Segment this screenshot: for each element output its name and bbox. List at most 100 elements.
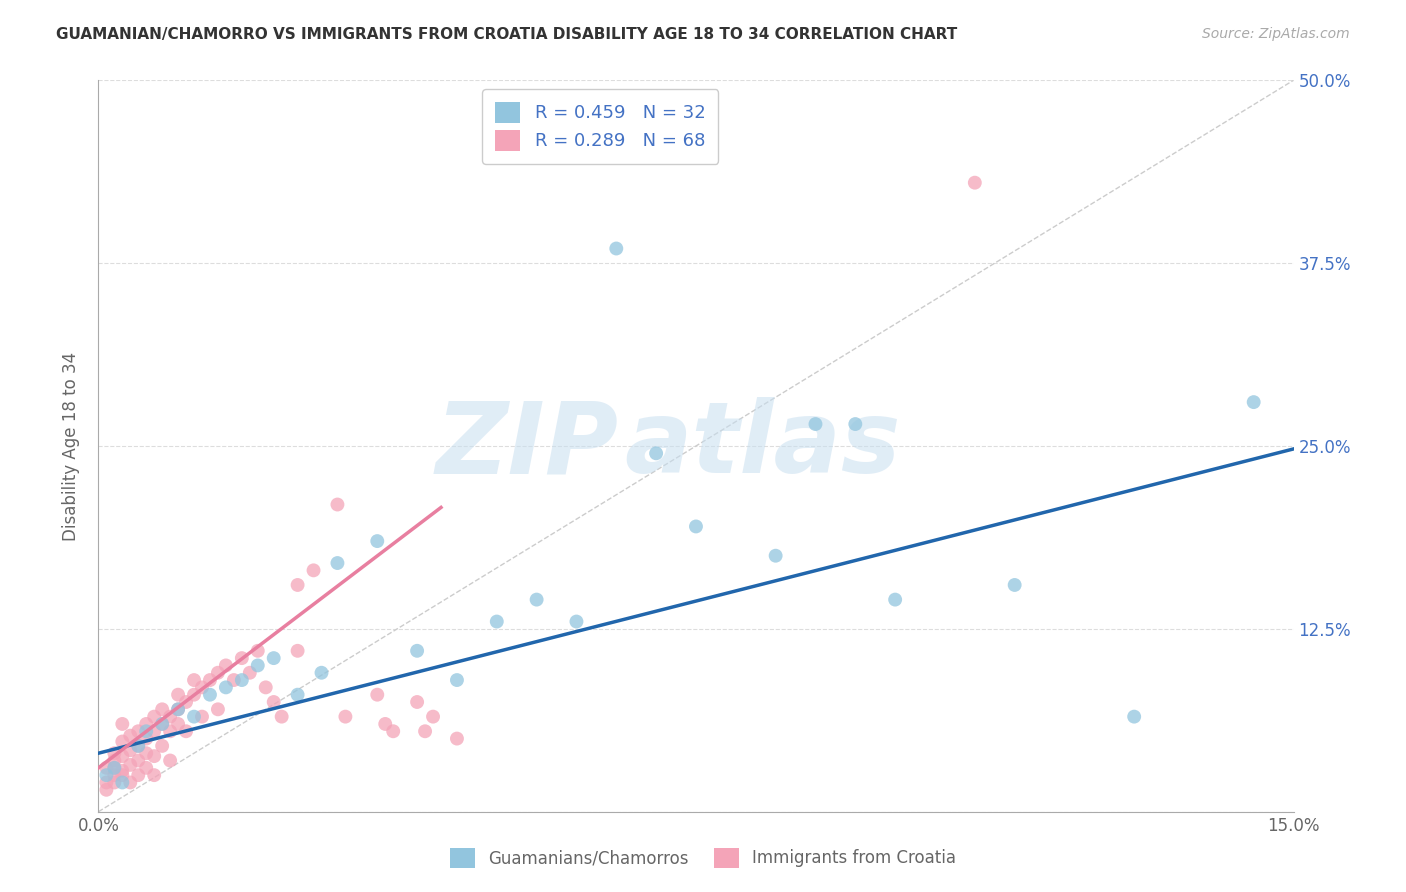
Point — [120, 743, 142, 757]
Point — [103, 768, 125, 782]
Point — [685, 519, 707, 533]
Point — [1123, 709, 1146, 723]
Point — [143, 724, 166, 739]
Point — [222, 673, 245, 687]
Point — [844, 417, 866, 431]
Point — [366, 688, 388, 702]
Point — [143, 768, 166, 782]
Point — [302, 563, 325, 577]
Point — [263, 695, 285, 709]
Point — [198, 673, 221, 687]
Point — [111, 775, 134, 789]
Point — [127, 739, 149, 753]
Point — [174, 724, 197, 739]
Point — [183, 673, 205, 687]
Point — [254, 681, 277, 695]
Point — [326, 556, 349, 570]
Point — [183, 688, 205, 702]
Point — [565, 615, 588, 629]
Point — [96, 768, 118, 782]
Point — [215, 658, 238, 673]
Point — [167, 688, 190, 702]
Point — [406, 644, 429, 658]
Point — [446, 731, 468, 746]
Point — [103, 761, 125, 775]
Point — [127, 724, 149, 739]
Point — [422, 709, 444, 723]
Point — [765, 549, 787, 563]
Point — [207, 665, 229, 680]
Point — [413, 724, 436, 739]
Point — [198, 688, 221, 702]
Point — [1004, 578, 1026, 592]
Point — [143, 749, 166, 764]
Point — [103, 746, 125, 760]
Point — [191, 681, 214, 695]
Point — [135, 746, 157, 760]
Point — [645, 446, 668, 460]
Point — [526, 592, 548, 607]
Point — [103, 761, 125, 775]
Point — [174, 695, 197, 709]
Point — [167, 702, 190, 716]
Point — [215, 681, 238, 695]
Point — [183, 709, 205, 723]
Point — [167, 717, 190, 731]
Point — [120, 758, 142, 772]
Point — [159, 724, 181, 739]
Point — [884, 592, 907, 607]
Point — [127, 739, 149, 753]
Point — [231, 673, 253, 687]
Point — [127, 754, 149, 768]
Point — [150, 717, 173, 731]
Point — [804, 417, 827, 431]
Point — [246, 658, 269, 673]
Point — [120, 729, 142, 743]
Point — [150, 717, 173, 731]
Legend: Guamanians/Chamorros, Immigrants from Croatia: Guamanians/Chamorros, Immigrants from Cr… — [443, 841, 963, 875]
Point — [287, 578, 309, 592]
Point — [406, 695, 429, 709]
Point — [239, 665, 262, 680]
Point — [111, 749, 134, 764]
Point — [246, 644, 269, 658]
Point — [135, 724, 157, 739]
Point — [374, 717, 396, 731]
Point — [963, 176, 986, 190]
Point — [96, 775, 118, 789]
Point — [270, 709, 292, 723]
Point — [366, 534, 388, 549]
Point — [103, 754, 125, 768]
Point — [143, 709, 166, 723]
Point — [1243, 395, 1265, 409]
Point — [111, 764, 134, 778]
Point — [120, 775, 142, 789]
Point — [231, 651, 253, 665]
Point — [127, 768, 149, 782]
Point — [311, 665, 333, 680]
Point — [111, 768, 134, 782]
Point — [96, 761, 118, 775]
Text: ZIP: ZIP — [436, 398, 619, 494]
Point — [335, 709, 357, 723]
Text: GUAMANIAN/CHAMORRO VS IMMIGRANTS FROM CROATIA DISABILITY AGE 18 TO 34 CORRELATIO: GUAMANIAN/CHAMORRO VS IMMIGRANTS FROM CR… — [56, 27, 957, 42]
Point — [150, 739, 173, 753]
Point — [207, 702, 229, 716]
Point — [191, 709, 214, 723]
Legend: R = 0.459   N = 32, R = 0.289   N = 68: R = 0.459 N = 32, R = 0.289 N = 68 — [482, 89, 718, 163]
Y-axis label: Disability Age 18 to 34: Disability Age 18 to 34 — [62, 351, 80, 541]
Point — [287, 644, 309, 658]
Text: atlas: atlas — [624, 398, 901, 494]
Point — [485, 615, 508, 629]
Point — [135, 731, 157, 746]
Point — [159, 709, 181, 723]
Point — [605, 242, 627, 256]
Point — [111, 734, 134, 748]
Point — [382, 724, 405, 739]
Point — [103, 775, 125, 789]
Point — [159, 754, 181, 768]
Point — [326, 498, 349, 512]
Point — [167, 702, 190, 716]
Point — [135, 761, 157, 775]
Point — [135, 717, 157, 731]
